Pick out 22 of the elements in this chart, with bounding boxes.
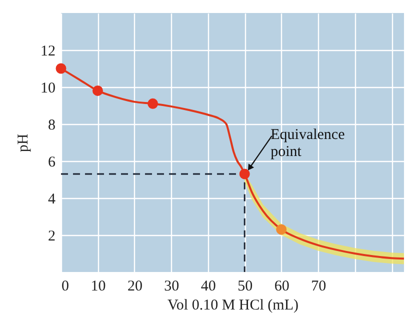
x-tick-label: 20 xyxy=(127,278,142,294)
x-tick-label: 0 xyxy=(62,278,69,294)
point xyxy=(56,63,66,74)
y-tick-label: 8 xyxy=(48,118,56,134)
point xyxy=(276,224,287,235)
y-axis-title: pH xyxy=(16,134,32,152)
point xyxy=(148,98,158,109)
x-tick-label: 30 xyxy=(164,278,180,294)
x-tick-label: 10 xyxy=(90,278,106,294)
point xyxy=(92,85,103,96)
annotation: Equivalence point xyxy=(270,126,346,160)
y-tick-label: 4 xyxy=(48,192,56,208)
x-tick-label: 50 xyxy=(238,278,253,294)
x-tick-label: 60 xyxy=(274,278,290,294)
y-tick-label: 2 xyxy=(48,228,56,244)
x-axis-title: Vol 0.10 M HCl (mL) xyxy=(168,298,298,314)
y-tick-label: 10 xyxy=(40,80,56,96)
x-tick-label: 40 xyxy=(200,278,216,294)
x-tick-label: 70 xyxy=(311,278,326,294)
point xyxy=(239,168,250,180)
y-tick-label: 12 xyxy=(40,44,56,60)
y-tick-label: 6 xyxy=(48,154,56,170)
